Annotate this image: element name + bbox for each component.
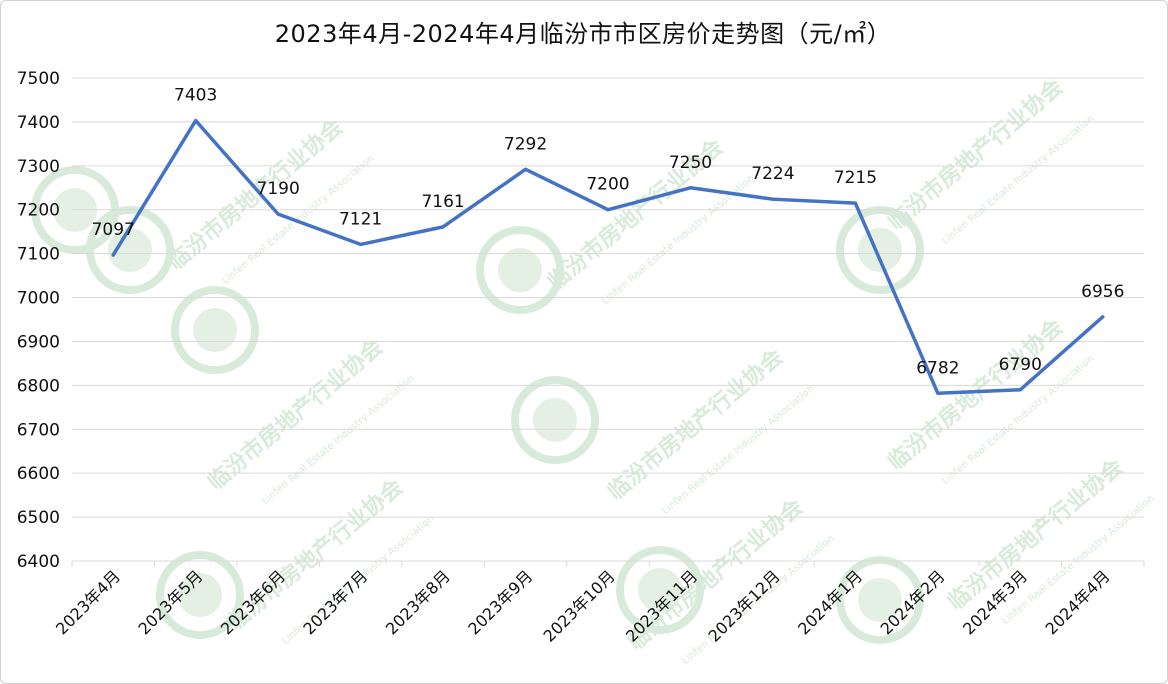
data-point xyxy=(441,225,445,229)
y-tick-label: 6400 xyxy=(17,552,60,572)
watermark-seal-core xyxy=(858,228,902,272)
watermark-seal-ring xyxy=(511,376,599,464)
watermark xyxy=(511,376,599,464)
watermark xyxy=(836,556,924,644)
data-point xyxy=(936,391,940,395)
y-axis-ticks: 6400 6500 6600 6700 6800 6900 7000 7100 7200 7300… xyxy=(17,69,60,572)
data-point xyxy=(606,208,610,212)
x-tick-label: 2023年10月 xyxy=(540,566,619,645)
data-label: 7250 xyxy=(669,153,712,173)
data-point xyxy=(688,186,692,190)
y-tick-label: 7500 xyxy=(17,69,60,89)
y-tick-label: 6900 xyxy=(17,332,60,352)
data-point xyxy=(276,212,280,216)
data-label: 7200 xyxy=(586,175,629,195)
watermark-seal-core xyxy=(858,578,902,622)
data-label: 7403 xyxy=(174,86,217,106)
y-tick-label: 7300 xyxy=(17,157,60,177)
watermark-seal-ring xyxy=(836,556,924,644)
data-point xyxy=(771,197,775,201)
watermark-seal-ring xyxy=(476,226,564,314)
x-tick-label: 2023年4月 xyxy=(52,566,124,638)
watermark-seal-ring xyxy=(171,286,259,374)
data-labels: 7097 7403 7190 7121 7161 7292 7200 7250 7224 7215… xyxy=(92,86,1125,379)
data-point xyxy=(1101,315,1105,319)
data-label: 7292 xyxy=(504,134,547,154)
data-label: 7190 xyxy=(257,179,300,199)
watermark xyxy=(476,226,564,314)
watermark xyxy=(616,546,704,634)
y-tick-label: 7200 xyxy=(17,201,60,221)
data-point xyxy=(111,253,115,257)
watermark xyxy=(156,551,244,639)
x-tick-label: 2023年9月 xyxy=(464,566,536,638)
data-label: 7215 xyxy=(834,168,877,188)
watermark-seal-core xyxy=(498,248,542,292)
data-label: 7097 xyxy=(92,220,135,240)
data-point xyxy=(853,201,857,205)
watermark-seal-core xyxy=(178,573,222,617)
data-point xyxy=(524,167,528,171)
watermark-seal-ring xyxy=(616,546,704,634)
series-layer xyxy=(111,118,1105,396)
x-tick-label: 2023年8月 xyxy=(382,566,454,638)
y-tick-label: 7100 xyxy=(17,245,60,265)
data-point xyxy=(1018,388,1022,392)
watermark xyxy=(171,286,259,374)
data-point xyxy=(194,119,198,123)
y-tick-label: 6700 xyxy=(17,420,60,440)
y-tick-label: 7400 xyxy=(17,113,60,133)
y-tick-label: 6600 xyxy=(17,464,60,484)
watermark-seal-ring xyxy=(156,551,244,639)
watermark-seal-core xyxy=(533,398,577,442)
data-label: 6790 xyxy=(999,355,1042,375)
y-tick-label: 6800 xyxy=(17,376,60,396)
y-tick-label: 6500 xyxy=(17,508,60,528)
gridlines xyxy=(72,77,1144,562)
chart-title: 2023年4月-2024年4月临汾市市区房价走势图（元/㎡） xyxy=(274,20,892,48)
data-point xyxy=(359,242,363,246)
y-tick-label: 7000 xyxy=(17,289,60,309)
data-label: 6956 xyxy=(1081,282,1124,302)
data-label: 7121 xyxy=(339,209,382,229)
watermark-seal-core xyxy=(638,568,682,612)
watermark-seal-core xyxy=(193,308,237,352)
data-label: 7161 xyxy=(421,192,464,212)
watermark-seal-core xyxy=(108,228,152,272)
x-tick-label: 2023年7月 xyxy=(299,566,371,638)
data-label: 6782 xyxy=(916,358,959,378)
data-label: 7224 xyxy=(751,164,794,184)
